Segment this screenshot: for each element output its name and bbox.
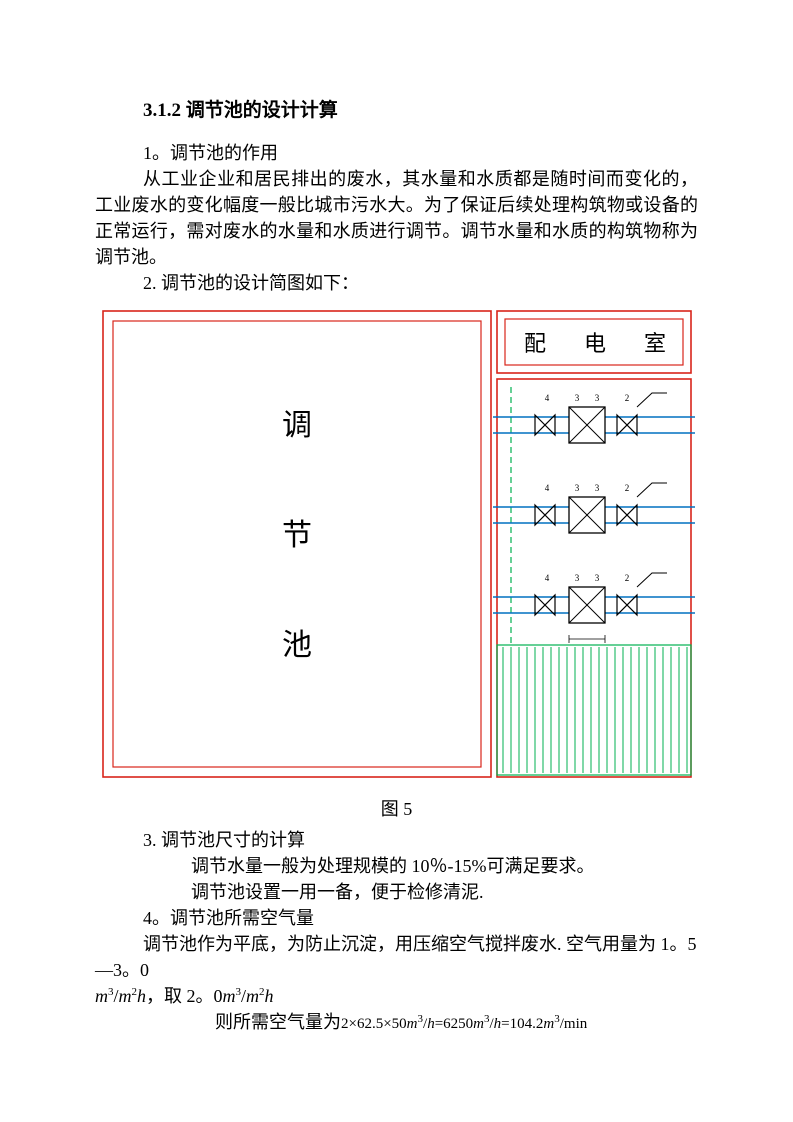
para-1: 1。调节池的作用 [95,140,698,166]
svg-text:3: 3 [594,573,599,583]
svg-text:2: 2 [624,483,629,493]
svg-text:2: 2 [624,573,629,583]
para-4: 3. 调节池尺寸的计算 [95,827,698,853]
regulating-tank-diagram: 配 电 室 调 节 池 4 3 3 2 4 3 3 2 4 3 3 2 [97,305,697,785]
svg-text:3: 3 [574,393,579,403]
svg-text:4: 4 [544,483,549,493]
para-3: 2. 调节池的设计简图如下： [95,270,698,296]
section-heading: 3.1.2 调节池的设计计算 [143,95,698,122]
svg-text:3: 3 [594,483,599,493]
svg-text:4: 4 [544,573,549,583]
para-7: 4。调节池所需空气量 [95,905,698,931]
svg-text:配: 配 [523,331,545,356]
svg-text:节: 节 [282,519,312,552]
svg-text:3: 3 [574,483,579,493]
para-6: 调节池设置一用一备，便于检修清泥. [95,879,698,905]
para-9: 则所需空气量为2×62.5×50m3/h=6250m3/h=104.2m3/mi… [95,1009,698,1036]
svg-text:2: 2 [624,393,629,403]
figure-caption: 图 5 [95,795,698,821]
para-2: 从工业企业和居民排出的废水，其水量和水质都是随时间而变化的，工业废水的变化幅度一… [95,166,698,270]
svg-text:电: 电 [583,331,605,356]
svg-text:3: 3 [574,573,579,583]
para-8: 调节池作为平底，为防止沉淀，用压缩空气搅拌废水. 空气用量为 1。5—3。0m3… [95,931,698,1009]
svg-text:3: 3 [594,393,599,403]
svg-text:池: 池 [282,629,312,662]
figure-5: 配 电 室 调 节 池 4 3 3 2 4 3 3 2 4 3 3 2 [95,305,698,785]
svg-text:室: 室 [643,331,665,356]
svg-text:4: 4 [544,393,549,403]
svg-text:调: 调 [282,409,312,442]
para-5: 调节水量一般为处理规模的 10％-15%可满足要求。 [95,853,698,879]
